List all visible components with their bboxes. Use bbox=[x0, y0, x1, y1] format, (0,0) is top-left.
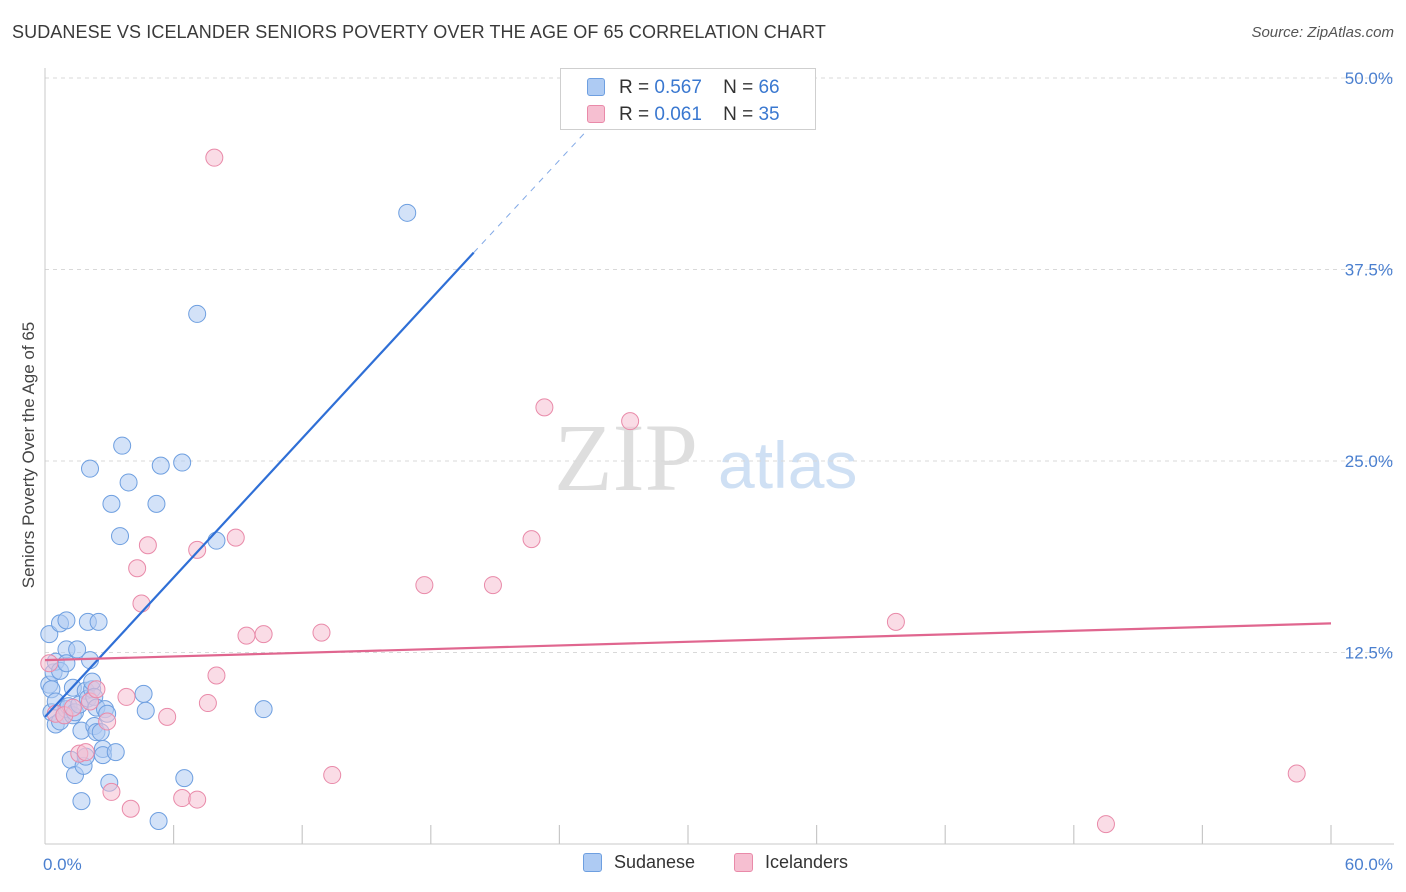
icelanders-point bbox=[535, 398, 554, 417]
icelanders-point bbox=[1287, 764, 1306, 783]
icelanders-point bbox=[226, 528, 245, 547]
icelanders-point bbox=[483, 576, 502, 595]
sudanese-point bbox=[151, 456, 170, 475]
watermark-atlas: atlas bbox=[718, 428, 857, 502]
x-tick-label: 60.0% bbox=[1345, 855, 1393, 874]
r-value-sudanese: 0.567 bbox=[654, 77, 702, 98]
sudanese-trend-extension bbox=[473, 120, 597, 253]
sudanese-point bbox=[188, 304, 207, 323]
icelanders-point bbox=[237, 626, 256, 645]
y-tick-label: 37.5% bbox=[1345, 261, 1393, 280]
x-tick-label: 0.0% bbox=[43, 855, 82, 874]
icelanders-point bbox=[254, 625, 273, 644]
sudanese-point bbox=[40, 625, 59, 644]
y-tick-label: 12.5% bbox=[1345, 644, 1393, 663]
sudanese-point bbox=[136, 701, 155, 720]
n-value-icelanders: 35 bbox=[758, 104, 780, 125]
icelanders-point bbox=[886, 612, 905, 631]
icelanders-point bbox=[40, 654, 59, 673]
icelanders-point bbox=[76, 743, 95, 762]
icelanders-legend-label: Icelanders bbox=[765, 852, 849, 872]
r-value-icelanders: 0.061 bbox=[654, 104, 702, 125]
chart-title: SUDANESE VS ICELANDER SENIORS POVERTY OV… bbox=[12, 22, 826, 42]
icelanders-point bbox=[188, 540, 207, 559]
trend-lines bbox=[44, 120, 1332, 718]
y-tick-label: 50.0% bbox=[1345, 69, 1393, 88]
y-axis-title: Seniors Poverty Over the Age of 65 bbox=[19, 322, 38, 588]
sudanese-point bbox=[68, 640, 87, 659]
correlation-legend: R = 0.567 N = 66 R = 0.061 N = 35 bbox=[560, 68, 816, 130]
icelanders-point bbox=[173, 789, 192, 808]
icelanders-point bbox=[102, 782, 121, 801]
icelanders-point bbox=[188, 790, 207, 809]
icelanders-point bbox=[522, 530, 541, 549]
r-label: R = bbox=[619, 104, 650, 125]
icelanders-point bbox=[198, 694, 217, 713]
sudanese-point bbox=[106, 743, 125, 762]
sudanese-point bbox=[149, 812, 168, 831]
sudanese-point bbox=[175, 769, 194, 788]
tick-labels: 12.5% 25.0% 37.5% 50.0% 0.0% 60.0% bbox=[43, 69, 1393, 874]
icelanders-point bbox=[121, 799, 140, 818]
sudanese-point bbox=[111, 527, 130, 546]
sudanese-legend-swatch bbox=[583, 853, 602, 872]
n-value-sudanese: 66 bbox=[758, 77, 780, 98]
icelanders-point bbox=[312, 623, 331, 642]
sudanese-point bbox=[81, 459, 100, 478]
icelanders-point bbox=[87, 680, 106, 699]
icelanders-point bbox=[158, 707, 177, 726]
sudanese-point bbox=[254, 700, 273, 719]
icelanders-point bbox=[132, 594, 151, 613]
icelanders-point bbox=[621, 412, 640, 431]
icelanders-point bbox=[98, 712, 117, 731]
n-label: N = bbox=[723, 77, 754, 98]
sudanese-point bbox=[72, 792, 91, 811]
sudanese-point bbox=[119, 473, 138, 492]
sudanese-point bbox=[147, 494, 166, 513]
watermark: ZIP atlas bbox=[554, 404, 857, 511]
sudanese-point bbox=[398, 203, 417, 222]
sudanese-point bbox=[102, 494, 121, 513]
icelanders-point bbox=[415, 576, 434, 595]
sudanese-point bbox=[57, 611, 76, 630]
sudanese-point bbox=[57, 654, 76, 673]
icelanders-point bbox=[128, 559, 147, 578]
icelanders-point bbox=[138, 536, 157, 555]
sudanese-swatch bbox=[587, 78, 605, 96]
icelanders-point bbox=[205, 148, 224, 167]
sudanese-legend-label: Sudanese bbox=[614, 852, 696, 872]
icelanders-point bbox=[207, 666, 226, 685]
icelanders-point bbox=[63, 698, 82, 717]
source-label: Source: ZipAtlas.com bbox=[1251, 24, 1394, 41]
sudanese-point bbox=[89, 612, 108, 631]
icelanders-legend-swatch bbox=[734, 853, 753, 872]
sudanese-point bbox=[134, 684, 153, 703]
icelanders-point bbox=[323, 766, 342, 785]
y-tick-label: 25.0% bbox=[1345, 452, 1393, 471]
r-label: R = bbox=[619, 77, 650, 98]
icelanders-point bbox=[1096, 815, 1115, 834]
icelanders-points bbox=[40, 148, 1306, 834]
gridlines bbox=[45, 77, 1394, 653]
sudanese-trend-line bbox=[44, 251, 475, 718]
icelanders-swatch bbox=[587, 105, 605, 123]
legend-text-icelanders: R = 0.061 N = 35 bbox=[619, 104, 780, 126]
icelanders-point bbox=[117, 687, 136, 706]
sudanese-point bbox=[113, 436, 132, 455]
sudanese-point bbox=[207, 531, 226, 550]
n-label: N = bbox=[723, 104, 754, 125]
icelanders-trend-line bbox=[44, 622, 1332, 662]
legend-text-sudanese: R = 0.567 N = 66 bbox=[619, 77, 780, 99]
sudanese-point bbox=[173, 453, 192, 472]
